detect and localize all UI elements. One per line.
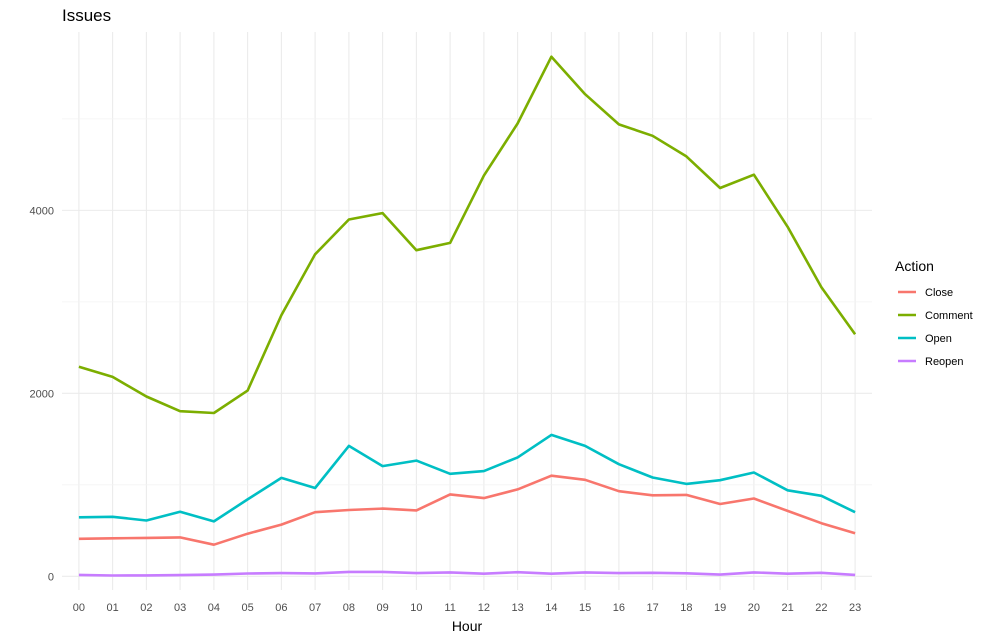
x-tick-label: 15 bbox=[579, 602, 591, 614]
x-tick-label: 00 bbox=[73, 602, 85, 614]
x-axis-title: Hour bbox=[452, 618, 483, 634]
legend-title: Action bbox=[895, 258, 934, 274]
legend: Action Close Comment Open Reopen bbox=[895, 258, 973, 368]
x-tick-label: 12 bbox=[478, 602, 490, 614]
x-tick-label: 16 bbox=[613, 602, 625, 614]
x-tick-label: 07 bbox=[309, 602, 321, 614]
x-tick-label: 14 bbox=[545, 602, 557, 614]
x-tick-label: 02 bbox=[140, 602, 152, 614]
x-tick-label: 11 bbox=[444, 602, 455, 614]
y-axis-ticks: 0 2000 4000 bbox=[30, 205, 54, 583]
legend-label-comment: Comment bbox=[925, 310, 973, 322]
y-tick-label: 2000 bbox=[30, 388, 54, 400]
grid bbox=[62, 32, 872, 590]
series-lines bbox=[78, 55, 857, 577]
x-tick-label: 09 bbox=[377, 602, 389, 614]
chart-title: Issues bbox=[62, 6, 111, 25]
legend-label-reopen: Reopen bbox=[925, 356, 964, 368]
x-tick-label: 03 bbox=[174, 602, 186, 614]
y-tick-label: 4000 bbox=[30, 205, 54, 217]
x-tick-label: 05 bbox=[242, 602, 254, 614]
x-tick-label: 13 bbox=[512, 602, 524, 614]
series-line-reopen bbox=[78, 570, 856, 577]
x-tick-label: 20 bbox=[748, 602, 760, 614]
x-tick-label: 17 bbox=[647, 602, 659, 614]
series-line-close bbox=[78, 474, 856, 547]
x-tick-label: 08 bbox=[343, 602, 355, 614]
x-tick-label: 01 bbox=[107, 602, 119, 614]
x-tick-label: 18 bbox=[680, 602, 692, 614]
x-tick-label: 04 bbox=[208, 602, 220, 614]
series-line-open bbox=[78, 433, 856, 523]
x-tick-label: 06 bbox=[275, 602, 287, 614]
x-tick-label: 22 bbox=[815, 602, 827, 614]
x-tick-label: 19 bbox=[714, 602, 726, 614]
y-tick-label: 0 bbox=[48, 571, 54, 583]
series-line-comment bbox=[78, 55, 857, 415]
x-tick-label: 23 bbox=[849, 602, 861, 614]
legend-label-open: Open bbox=[925, 333, 952, 345]
x-axis-ticks: 00 01 02 03 04 05 06 07 08 09 10 11 12 13 14 15 16 17 18 19… bbox=[73, 602, 862, 614]
x-tick-label: 21 bbox=[782, 602, 794, 614]
legend-label-close: Close bbox=[925, 287, 953, 299]
x-tick-label: 10 bbox=[410, 602, 422, 614]
